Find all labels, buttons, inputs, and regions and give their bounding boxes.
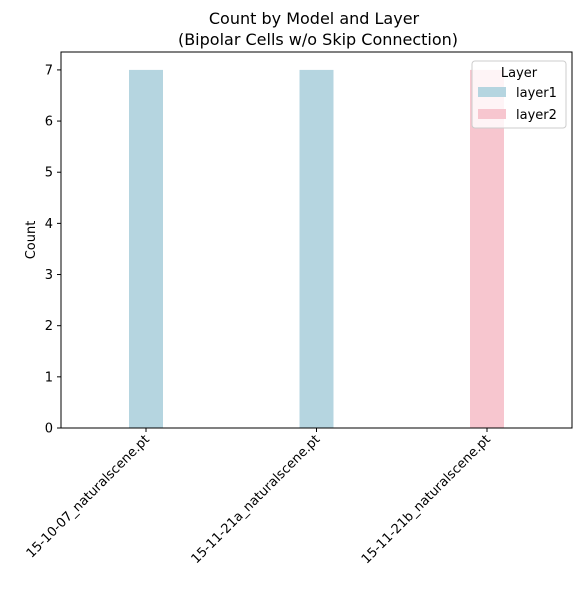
bar-layer1-1 <box>129 69 163 429</box>
bars-group <box>129 69 504 429</box>
y-tick-label: 7 <box>45 63 53 78</box>
y-tick-label: 5 <box>45 166 53 181</box>
legend-label-layer1: layer1 <box>516 86 557 101</box>
x-tick-label: 15-10-07_naturalscene.pt <box>24 432 153 561</box>
legend-title: Layer <box>501 66 538 81</box>
chart-title: Count by Model and Layer <box>209 9 420 28</box>
y-tick-label: 3 <box>45 268 53 283</box>
bar-layer2-3 <box>470 69 504 429</box>
bar-layer1-2 <box>299 69 334 429</box>
chart-subtitle: (Bipolar Cells w/o Skip Connection) <box>178 30 458 49</box>
legend-label-layer2: layer2 <box>516 108 557 123</box>
x-tick-label: 15-11-21a_naturalscene.pt <box>189 432 324 567</box>
y-axis-label: Count <box>24 221 39 260</box>
y-tick-label: 4 <box>45 217 53 232</box>
y-tick-label: 1 <box>45 370 53 385</box>
y-tick-label: 2 <box>45 319 53 334</box>
legend: Layer layer1 layer2 <box>471 60 567 129</box>
y-axis: 0 1 2 3 4 5 6 7 <box>45 63 61 437</box>
x-axis: 15-10-07_naturalscene.pt 15-11-21a_natura… <box>24 428 494 567</box>
legend-swatch-layer1 <box>478 87 506 97</box>
y-tick-label: 0 <box>45 422 53 437</box>
plot-frame <box>60 51 573 429</box>
legend-swatch-layer2 <box>478 109 506 119</box>
x-tick-label: 15-11-21b_naturalscene.pt <box>359 432 494 567</box>
y-tick-label: 6 <box>45 115 53 130</box>
